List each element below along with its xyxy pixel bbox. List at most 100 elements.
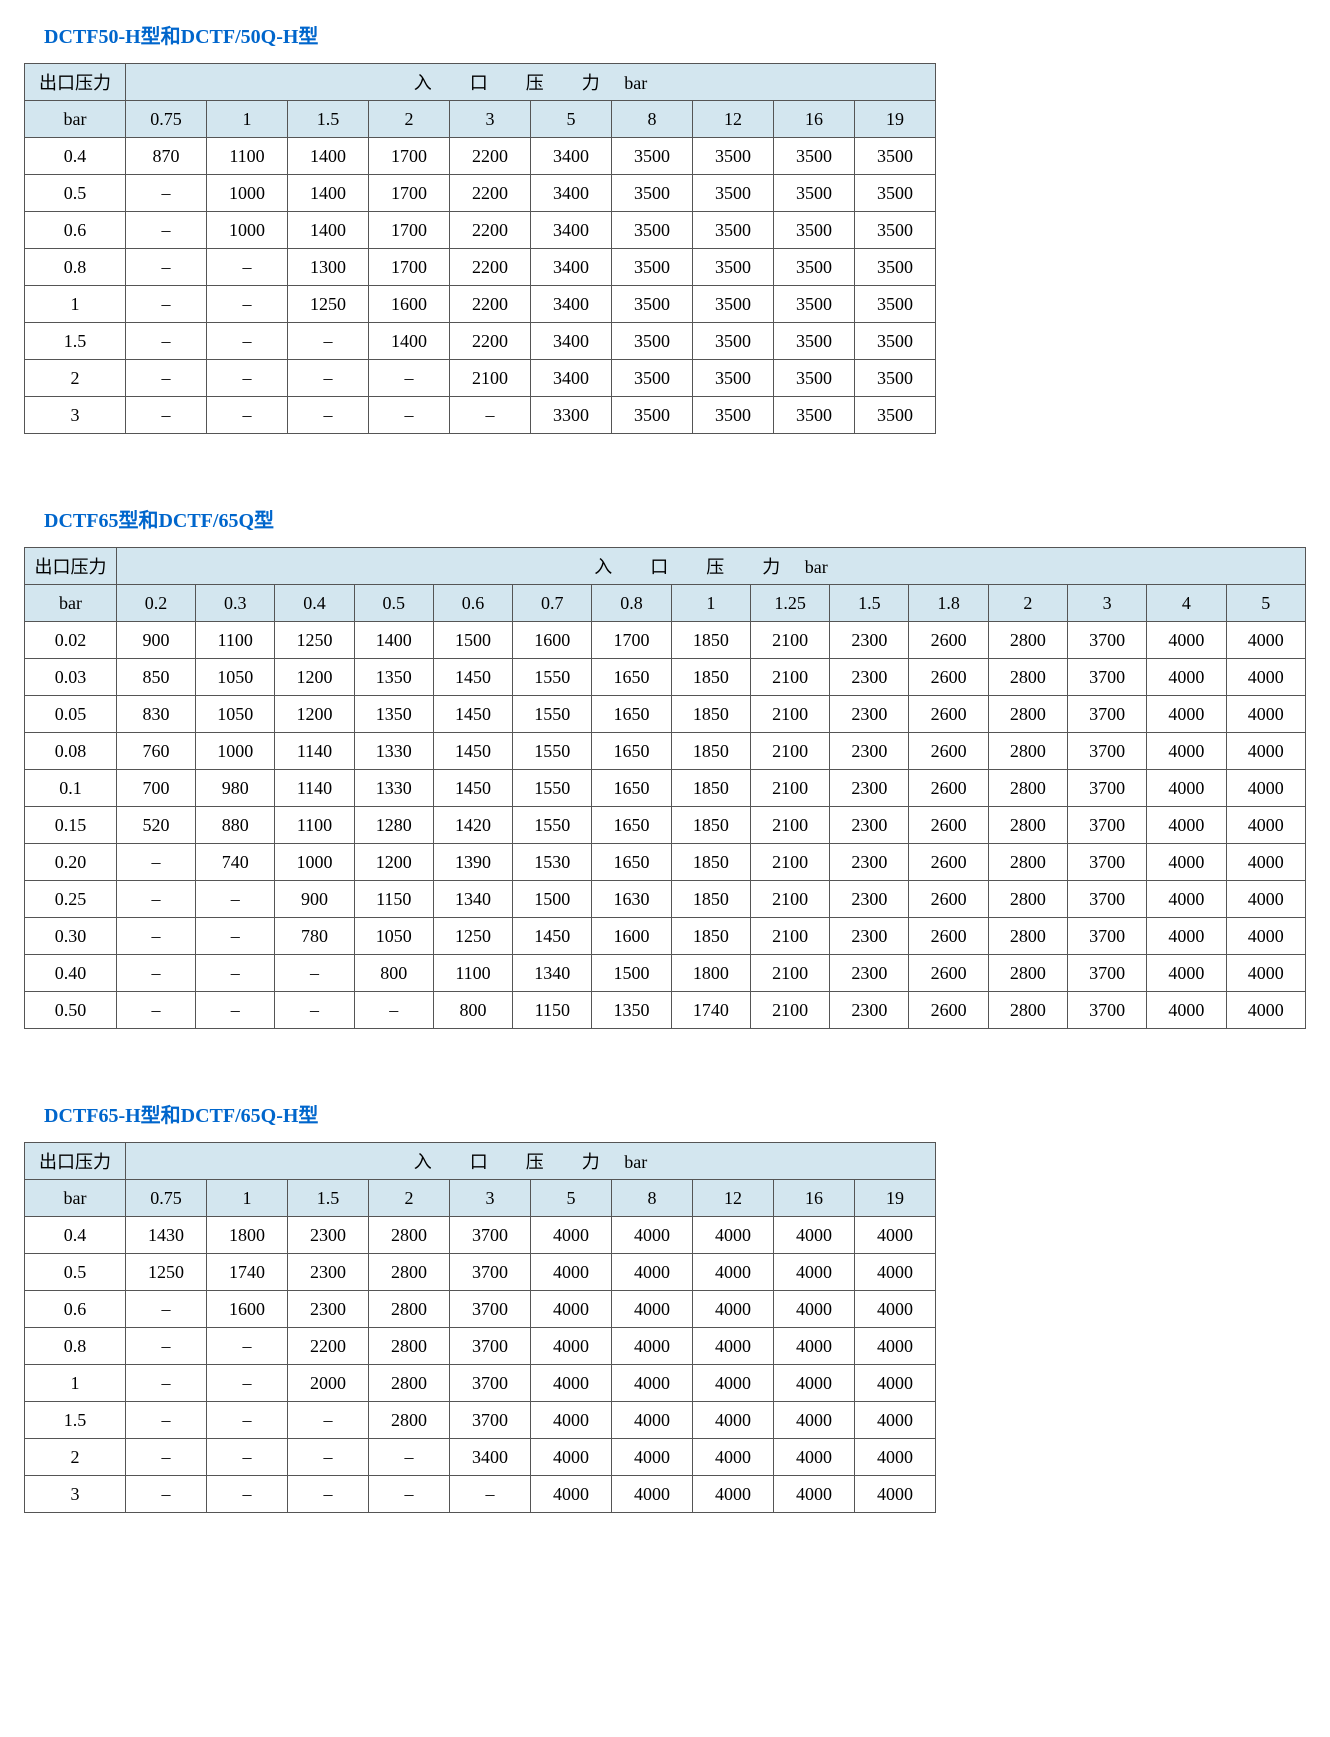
value-cell: 3700	[1068, 770, 1147, 807]
value-cell: 4000	[612, 1439, 693, 1476]
value-cell: 1800	[207, 1217, 288, 1254]
inlet-pressure-header: 入 口 压 力 bar	[126, 64, 936, 101]
outlet-pressure-cell: 0.03	[25, 659, 117, 696]
value-cell: –	[207, 397, 288, 434]
inlet-col-header: 1	[207, 101, 288, 138]
value-cell: 3700	[1068, 696, 1147, 733]
outlet-pressure-cell: 2	[25, 1439, 126, 1476]
inlet-col-header: 0.6	[433, 585, 512, 622]
value-cell: 2600	[909, 844, 988, 881]
value-cell: 3700	[1068, 844, 1147, 881]
outlet-pressure-cell: 0.5	[25, 1254, 126, 1291]
value-cell: 3400	[450, 1439, 531, 1476]
value-cell: 1450	[433, 770, 512, 807]
inlet-col-header: 0.8	[592, 585, 671, 622]
value-cell: –	[354, 992, 433, 1029]
value-cell: 4000	[855, 1254, 936, 1291]
value-cell: 3400	[531, 175, 612, 212]
value-cell: 1330	[354, 770, 433, 807]
value-cell: 1700	[369, 249, 450, 286]
value-cell: –	[207, 1439, 288, 1476]
value-cell: 3500	[774, 175, 855, 212]
value-cell: 2300	[830, 844, 909, 881]
outlet-pressure-cell: 0.6	[25, 1291, 126, 1328]
value-cell: 4000	[1147, 955, 1226, 992]
value-cell: –	[288, 360, 369, 397]
value-cell: 3500	[693, 323, 774, 360]
value-cell: 4000	[693, 1217, 774, 1254]
value-cell: 1500	[592, 955, 671, 992]
value-cell: 1700	[369, 175, 450, 212]
value-cell: 1340	[513, 955, 592, 992]
value-cell: 4000	[1226, 844, 1305, 881]
value-cell: –	[126, 286, 207, 323]
value-cell: 1550	[513, 696, 592, 733]
value-cell: 3400	[531, 323, 612, 360]
table-row: 3–––––40004000400040004000	[25, 1476, 936, 1513]
value-cell: 1450	[513, 918, 592, 955]
value-cell: 1140	[275, 733, 354, 770]
value-cell: –	[126, 1476, 207, 1513]
value-cell: 3500	[693, 360, 774, 397]
value-cell: 4000	[693, 1402, 774, 1439]
value-cell: 880	[196, 807, 275, 844]
inlet-pressure-header: 入 口 压 力 bar	[126, 1143, 936, 1180]
value-cell: 3500	[612, 138, 693, 175]
value-cell: –	[126, 397, 207, 434]
value-cell: 2600	[909, 770, 988, 807]
outlet-pressure-cell: 1	[25, 286, 126, 323]
table2: 出口压力入 口 压 力 barbar0.20.30.40.50.60.70.81…	[24, 547, 1306, 1029]
inlet-col-header: 4	[1147, 585, 1226, 622]
value-cell: 1350	[354, 659, 433, 696]
value-cell: 3300	[531, 397, 612, 434]
value-cell: 1300	[288, 249, 369, 286]
value-cell: 1400	[369, 323, 450, 360]
inlet-col-header: 5	[531, 1180, 612, 1217]
inlet-col-header: 16	[774, 101, 855, 138]
value-cell: 1420	[433, 807, 512, 844]
value-cell: 1250	[275, 622, 354, 659]
value-cell: 2800	[988, 807, 1067, 844]
value-cell: 4000	[774, 1291, 855, 1328]
value-cell: 2800	[988, 659, 1067, 696]
value-cell: 4000	[774, 1439, 855, 1476]
value-cell: 4000	[1226, 696, 1305, 733]
table-row: 0.20–74010001200139015301650185021002300…	[25, 844, 1306, 881]
table-row: 0.48701100140017002200340035003500350035…	[25, 138, 936, 175]
outlet-pressure-cell: 1.5	[25, 323, 126, 360]
value-cell: 3700	[450, 1217, 531, 1254]
inlet-col-header: 1.25	[750, 585, 829, 622]
table-row: 0.6–100014001700220034003500350035003500	[25, 212, 936, 249]
outlet-pressure-cell: 3	[25, 1476, 126, 1513]
value-cell: 2800	[988, 696, 1067, 733]
section-table2: DCTF65型和DCTF/65Q型 出口压力入 口 压 力 barbar0.20…	[24, 504, 1306, 1029]
inlet-col-header: 0.75	[126, 101, 207, 138]
value-cell: 4000	[531, 1365, 612, 1402]
value-cell: 3700	[1068, 918, 1147, 955]
value-cell: 3500	[693, 397, 774, 434]
value-cell: 4000	[1147, 807, 1226, 844]
inlet-col-header: 0.2	[116, 585, 195, 622]
value-cell: 2100	[750, 844, 829, 881]
inlet-col-header: 19	[855, 101, 936, 138]
value-cell: 4000	[855, 1217, 936, 1254]
outlet-pressure-cell: 0.50	[25, 992, 117, 1029]
value-cell: 4000	[855, 1291, 936, 1328]
table-row: 0.02900110012501400150016001700185021002…	[25, 622, 1306, 659]
value-cell: 4000	[774, 1328, 855, 1365]
value-cell: 4000	[1226, 622, 1305, 659]
value-cell: 1430	[126, 1217, 207, 1254]
inlet-col-header: 8	[612, 101, 693, 138]
value-cell: 740	[196, 844, 275, 881]
outlet-pressure-cell: 0.05	[25, 696, 117, 733]
value-cell: –	[126, 360, 207, 397]
value-cell: 3500	[612, 323, 693, 360]
value-cell: 4000	[855, 1439, 936, 1476]
value-cell: 4000	[774, 1365, 855, 1402]
value-cell: 3500	[693, 286, 774, 323]
value-cell: 1850	[671, 733, 750, 770]
value-cell: 3500	[774, 249, 855, 286]
value-cell: 4000	[1147, 881, 1226, 918]
value-cell: 1400	[354, 622, 433, 659]
value-cell: 2600	[909, 733, 988, 770]
